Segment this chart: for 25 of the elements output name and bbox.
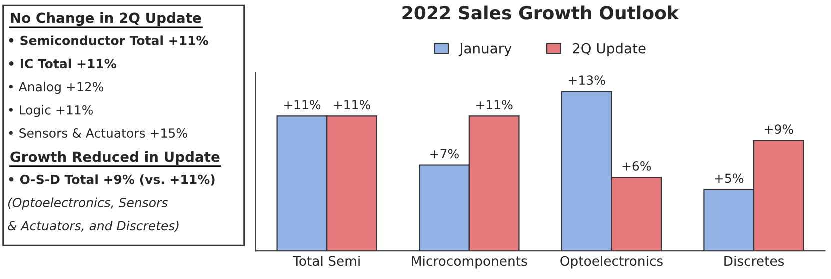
legend-label: January bbox=[458, 43, 512, 56]
data-label: +11% bbox=[334, 100, 370, 110]
text: (Optoelectronics, Sensors bbox=[8, 198, 168, 210]
legend-label: 2Q Update bbox=[573, 43, 646, 56]
data-label: +5% bbox=[715, 174, 744, 184]
x-tick-label: Microcomponents bbox=[412, 256, 528, 269]
text: • Sensors & Actuators +15% bbox=[9, 128, 188, 138]
text: • IC Total +11% bbox=[9, 58, 116, 69]
text: No Change in 2Q Update bbox=[11, 12, 202, 26]
x-tick-label: Optoelectronics bbox=[560, 256, 663, 269]
text: • Logic +11% bbox=[9, 105, 94, 118]
text: • Semiconductor Total +11% bbox=[9, 36, 208, 46]
x-tick-label: Discretes bbox=[724, 256, 784, 266]
text: • Analog +12% bbox=[9, 82, 104, 94]
data-label: +13% bbox=[569, 76, 606, 86]
data-label: +7% bbox=[430, 149, 459, 159]
text: & Actuators, and Discretes) bbox=[8, 220, 179, 232]
text: • O-S-D Total +9% (vs. +11%) bbox=[9, 174, 215, 186]
text: Growth Reduced in Update bbox=[10, 151, 220, 165]
data-label: +9% bbox=[765, 124, 794, 134]
data-label: +11% bbox=[284, 100, 321, 110]
data-label: +6% bbox=[622, 161, 652, 171]
data-label: +11% bbox=[476, 100, 513, 110]
x-tick-label: Total Semi bbox=[293, 256, 360, 266]
chart-title: 2022 Sales Growth Outlook bbox=[402, 6, 680, 20]
